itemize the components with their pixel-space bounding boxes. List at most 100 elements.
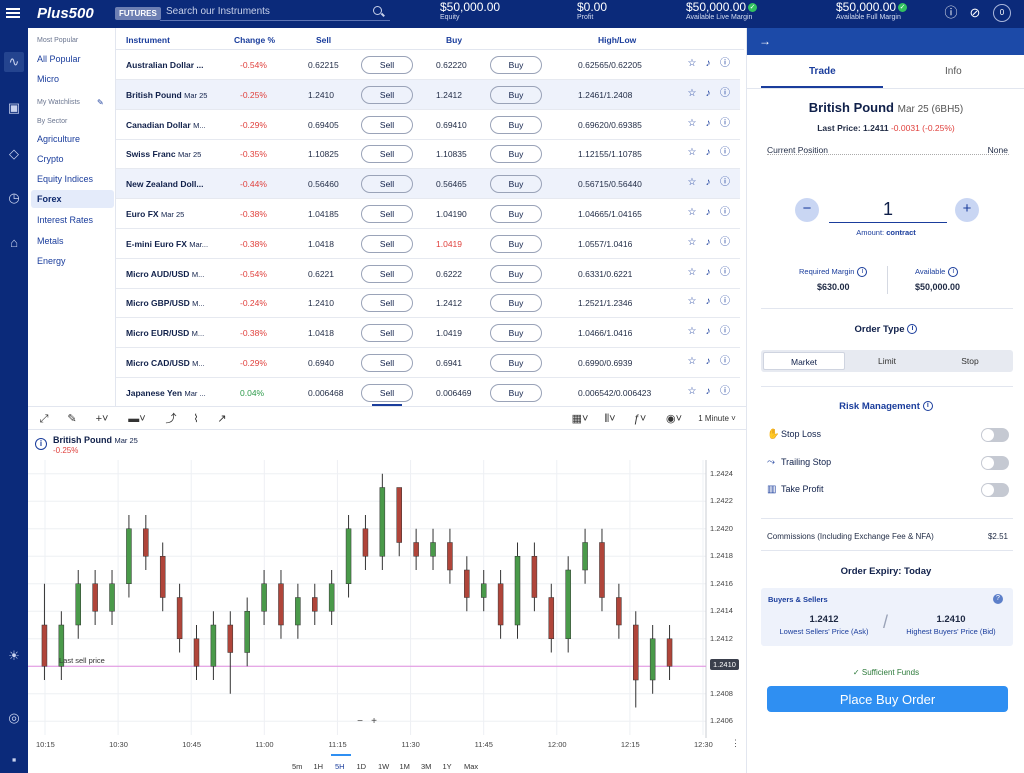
collapse-arrow-icon[interactable]: → [759, 34, 771, 48]
layout-grid-icon[interactable]: ▦˅ [571, 413, 589, 425]
buy-button[interactable]: Buy [490, 354, 542, 372]
info-icon[interactable]: ⓘ [720, 385, 730, 397]
chart-canvas[interactable] [28, 430, 746, 773]
info-icon[interactable]: ⓘ [720, 58, 730, 69]
table-row[interactable]: British Pound Mar 25 -0.25% 1.2410 Sell 1.24… [116, 79, 740, 110]
zoom-out-button[interactable]: − [357, 716, 363, 727]
trend-icon[interactable]: ⤴ [165, 413, 177, 425]
star-icon[interactable]: ☆ [687, 177, 697, 189]
buy-button[interactable]: Buy [490, 145, 542, 164]
star-icon[interactable]: ☆ [687, 266, 697, 278]
order-type-market[interactable]: Market [763, 352, 845, 370]
table-row[interactable]: Micro EUR/USD M... -0.38% 1.0418 Sell 1.0419… [116, 318, 740, 349]
category-forex[interactable]: Forex [31, 190, 114, 208]
bell-icon[interactable]: ♪ [705, 326, 711, 338]
col-buy[interactable]: Buy [446, 35, 463, 45]
period-3m[interactable]: 3M [421, 762, 432, 771]
category-interest-rates[interactable]: Interest Rates [37, 215, 94, 225]
info-icon[interactable]: i [948, 267, 959, 278]
table-row[interactable]: Australian Dollar ... -0.54% 0.62215 Sell 0… [116, 50, 740, 80]
table-row[interactable]: Euro FX Mar 25 -0.38% 1.04185 Sell 1.04190 Bu… [116, 199, 740, 229]
bell-icon[interactable]: ♪ [705, 385, 711, 397]
bell-icon[interactable]: ♪ [705, 87, 711, 99]
period-5m[interactable]: 5m [292, 762, 303, 771]
buy-button[interactable]: Buy [490, 175, 542, 194]
star-icon[interactable]: ☆ [687, 117, 697, 129]
sell-button[interactable]: Sell [361, 294, 413, 313]
star-icon[interactable]: ☆ [687, 385, 697, 397]
period-1y[interactable]: 1Y [442, 762, 452, 771]
order-type-limit[interactable]: Limit [878, 356, 896, 366]
share-icon[interactable]: ↗ [217, 413, 227, 425]
period-1h[interactable]: 1H [313, 762, 324, 771]
period-1d[interactable]: 1D [356, 762, 367, 771]
sell-button[interactable]: Sell [361, 115, 413, 134]
tab-trade[interactable]: Trade [809, 66, 836, 77]
function-icon[interactable]: ƒ˅ [633, 413, 647, 425]
star-icon[interactable]: ☆ [687, 58, 697, 69]
eye-icon[interactable]: ◉˅ [665, 413, 683, 425]
col-high-low[interactable]: High/Low [598, 35, 637, 45]
buy-button[interactable]: Buy [490, 264, 542, 283]
sell-button[interactable]: Sell [361, 175, 413, 194]
zoom-in-button[interactable]: + [371, 716, 377, 727]
star-icon[interactable]: ☆ [687, 207, 697, 218]
category-energy[interactable]: Energy [37, 256, 66, 266]
info-icon[interactable]: ⓘ [720, 326, 730, 338]
fullscreen-icon[interactable]: ⤢ [39, 413, 49, 425]
period-max[interactable]: Max [464, 762, 479, 771]
info-icon[interactable]: ⓘ [720, 266, 730, 278]
tab-info[interactable]: Info [945, 66, 962, 77]
theme-toggle-icon[interactable]: ☀ [8, 648, 20, 663]
trade-chart-icon[interactable]: ∿ [4, 52, 24, 72]
sell-button[interactable]: Sell [361, 324, 413, 343]
stop-loss-toggle[interactable] [981, 428, 1009, 442]
buy-button[interactable]: Buy [490, 234, 542, 253]
sell-button[interactable]: Sell [361, 85, 413, 104]
draw-pencil-icon[interactable]: ✎ [67, 413, 77, 425]
indicator-icon[interactable]: ⌇ [193, 413, 199, 425]
help-icon[interactable]: ? [993, 594, 1003, 604]
category-metals[interactable]: Metals [37, 236, 64, 246]
star-icon[interactable]: ☆ [687, 356, 697, 367]
buy-button[interactable]: Buy [490, 115, 542, 134]
buy-button[interactable]: Buy [490, 56, 542, 74]
info-icon[interactable]: ⓘ [720, 117, 730, 129]
bell-icon[interactable]: ♪ [705, 207, 711, 218]
col-sell[interactable]: Sell [316, 35, 332, 45]
more-icon[interactable]: ⋮ [731, 738, 740, 748]
table-row[interactable]: Micro AUD/USD M... -0.54% 0.6221 Sell 0.6222… [116, 259, 740, 289]
info-icon[interactable]: ⓘ [720, 236, 730, 248]
star-icon[interactable]: ☆ [687, 236, 697, 248]
info-icon[interactable]: ⓘ [720, 87, 730, 99]
interval-select[interactable]: 1 Minute ˅ [698, 414, 736, 423]
table-row[interactable]: E-mini Euro FX Mar... -0.38% 1.0418 Sell 1.0… [116, 229, 740, 259]
table-row[interactable]: Japanese Yen Mar ... 0.04% 0.006468 Sell 0.0… [116, 378, 740, 408]
take-profit-toggle[interactable] [981, 483, 1009, 497]
info-icon[interactable]: ⓘ [720, 177, 730, 189]
star-icon[interactable]: ☆ [687, 147, 697, 159]
quantity-input[interactable] [829, 197, 947, 223]
bell-icon[interactable]: ♪ [705, 266, 711, 278]
star-icon[interactable]: ☆ [687, 296, 697, 308]
orders-tag-icon[interactable]: ◇ [9, 146, 19, 161]
chat-icon[interactable]: ▪ [11, 752, 17, 767]
funds-bank-icon[interactable]: ⌂ [10, 235, 18, 250]
col-instrument[interactable]: Instrument [126, 35, 170, 45]
buy-button[interactable]: Buy [490, 294, 542, 313]
info-icon[interactable]: i [922, 401, 933, 412]
category-micro[interactable]: Micro [37, 74, 59, 84]
table-row[interactable]: New Zealand Doll... -0.44% 0.56460 Sell 0.5… [116, 169, 740, 200]
buy-button[interactable]: Buy [490, 205, 542, 223]
edit-icon[interactable]: ✎ [97, 98, 104, 107]
sell-button[interactable]: Sell [361, 234, 413, 253]
table-row[interactable]: Canadian Dollar M... -0.29% 0.69405 Sell 0.6… [116, 110, 740, 140]
sell-button[interactable]: Sell [361, 145, 413, 164]
buy-button[interactable]: Buy [490, 324, 542, 343]
comment-icon[interactable]: ▬˅ [128, 413, 146, 425]
sell-button[interactable]: Sell [361, 354, 413, 372]
panel-splitter[interactable] [372, 404, 402, 407]
chart-info-icon[interactable]: i [35, 438, 47, 450]
candle-type-icon[interactable]: ⫴˅ [604, 413, 616, 425]
bell-icon[interactable]: ♪ [705, 296, 711, 308]
